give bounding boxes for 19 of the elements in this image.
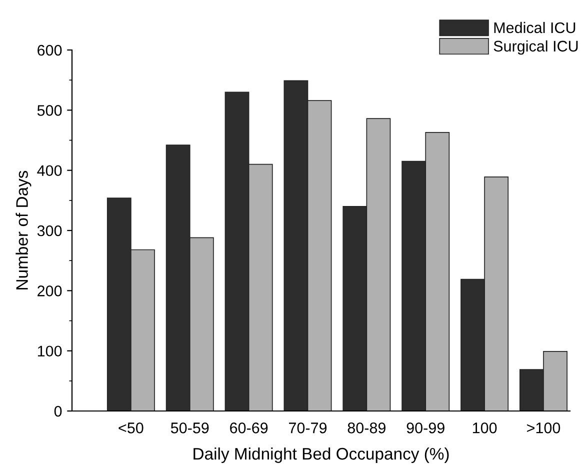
- y-tick-label: 200: [38, 286, 62, 296]
- y-tick-label: 600: [38, 44, 62, 56]
- x-tick-label: 90-99: [406, 422, 444, 434]
- y-axis-title: Number of Days: [16, 170, 32, 290]
- x-tick-label: 80-89: [348, 422, 386, 434]
- x-tick-label: >100: [527, 422, 560, 434]
- legend-label: Surgical ICU: [494, 40, 578, 55]
- x-tick-label: <50: [118, 422, 144, 434]
- y-tick-label: 300: [37, 225, 62, 236]
- y-tick-label: 500: [37, 105, 62, 116]
- x-tick-label: 100: [472, 422, 497, 434]
- y-tick-label: 100: [38, 346, 62, 357]
- y-tick-label: 400: [37, 165, 62, 176]
- legend-label: Medical ICU: [494, 22, 576, 34]
- x-axis-title: Daily Midnight Bed Occupancy (%): [194, 447, 449, 463]
- y-tick-label: 0: [54, 406, 62, 417]
- x-tick-label: 60-69: [230, 422, 268, 434]
- x-tick-label: 50-59: [170, 422, 209, 434]
- x-tick-label: 70-79: [288, 422, 327, 434]
